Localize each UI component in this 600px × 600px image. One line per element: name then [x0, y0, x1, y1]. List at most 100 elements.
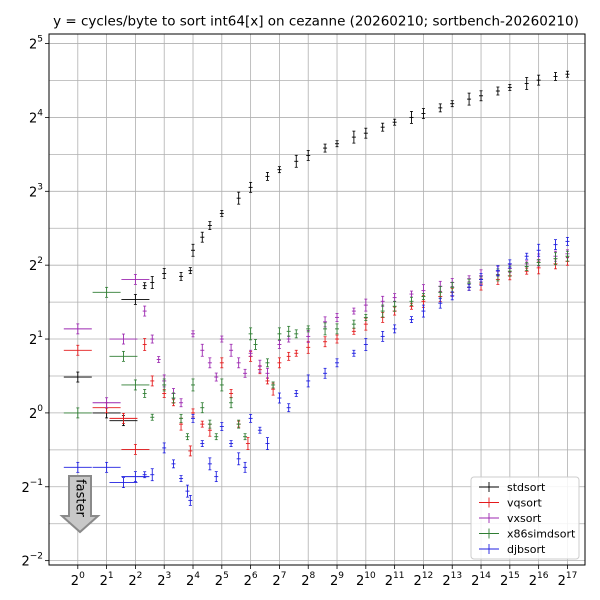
data-point	[214, 372, 219, 382]
data-point	[467, 283, 472, 291]
x-tick-base: 2	[128, 574, 136, 589]
data-point	[229, 397, 234, 409]
data-point	[150, 334, 155, 344]
x-tick-base: 2	[157, 574, 165, 589]
legend-label: vqsort	[507, 497, 542, 510]
x-tick-exponent: 4	[194, 571, 200, 581]
data-point	[335, 313, 340, 322]
x-tick-label: 210	[356, 571, 376, 589]
data-point	[179, 475, 184, 482]
x-tick-base: 2	[385, 574, 393, 589]
data-point	[380, 331, 385, 342]
data-point	[380, 304, 385, 318]
data-point	[323, 336, 328, 348]
legend-entry-vxsort: vxsort	[479, 512, 542, 525]
data-point	[185, 433, 190, 441]
data-point	[351, 307, 356, 315]
data-point	[109, 333, 138, 345]
x-tick-exponent: 2	[137, 571, 143, 581]
data-point	[409, 296, 414, 306]
x-tick-label: 27	[272, 571, 286, 589]
data-point	[214, 471, 219, 483]
x-tick-exponent: 3	[165, 571, 171, 581]
data-point	[162, 378, 167, 392]
data-point	[142, 282, 147, 290]
x-tick-label: 214	[471, 571, 491, 589]
data-point	[553, 239, 558, 251]
data-point	[236, 452, 241, 466]
y-tick-exponent: 5	[37, 35, 43, 45]
x-tick-label: 28	[301, 571, 315, 589]
data-point	[277, 340, 282, 349]
data-point	[207, 221, 212, 230]
data-point	[109, 412, 138, 424]
data-point	[380, 295, 385, 307]
x-tick-label: 211	[385, 571, 405, 589]
data-point	[92, 286, 121, 298]
data-point	[171, 392, 176, 404]
y-tick-base: 2	[29, 111, 37, 126]
data-point	[219, 378, 224, 392]
data-point	[142, 305, 147, 317]
x-tick-label: 26	[244, 571, 258, 589]
legend-label: x86simdsort	[507, 528, 576, 541]
data-point	[219, 422, 224, 431]
y-tick-label: 2−1	[21, 478, 43, 496]
y-tick-base: 2	[29, 38, 37, 53]
data-point	[306, 150, 311, 161]
data-point	[236, 357, 241, 369]
x-tick-label: 25	[215, 571, 229, 589]
data-point	[265, 367, 270, 379]
y-tick-base: 2	[21, 481, 29, 496]
data-point	[109, 350, 138, 362]
x-tick-base: 2	[356, 574, 364, 589]
data-point	[253, 339, 258, 350]
legend-entry-x86simdsort: x86simdsort	[479, 528, 576, 541]
data-point	[121, 273, 150, 285]
x-tick-exponent: 15	[508, 571, 519, 581]
data-point	[392, 118, 397, 126]
data-point	[351, 319, 356, 329]
data-point	[200, 231, 205, 243]
data-point	[248, 327, 253, 341]
series-djbsort	[63, 236, 570, 506]
data-point	[265, 171, 270, 181]
data-point	[536, 243, 541, 257]
x-tick-base: 2	[215, 574, 223, 589]
data-point	[323, 143, 328, 153]
data-point	[286, 325, 291, 337]
data-point	[294, 154, 299, 168]
y-tick-exponent: 2	[37, 256, 43, 266]
data-point	[363, 338, 368, 351]
data-point	[214, 433, 219, 441]
x-tick-label: 217	[558, 571, 578, 589]
data-point	[162, 442, 167, 454]
data-point	[179, 413, 184, 423]
x-tick-label: 20	[71, 571, 85, 589]
data-point	[236, 419, 241, 429]
data-point	[351, 130, 356, 144]
y-tick-label: 20	[29, 404, 43, 422]
data-point	[257, 359, 262, 373]
x-tick-label: 22	[128, 571, 142, 589]
data-point	[243, 368, 248, 378]
data-point	[200, 402, 205, 414]
data-point	[495, 86, 500, 96]
faster-annotation: faster	[59, 475, 101, 534]
data-point	[142, 471, 147, 479]
x-tick-base: 2	[529, 574, 537, 589]
data-point	[265, 437, 270, 450]
data-point	[121, 444, 150, 455]
data-point	[421, 108, 426, 119]
data-point	[207, 457, 212, 471]
data-point	[200, 420, 205, 428]
data-point	[450, 291, 455, 301]
data-point	[243, 433, 248, 441]
data-point	[142, 338, 147, 351]
legend-entry-vqsort: vqsort	[479, 497, 542, 510]
x-tick-exponent: 17	[566, 571, 577, 581]
data-point	[191, 243, 196, 257]
data-point	[421, 293, 426, 300]
data-point	[243, 461, 248, 473]
data-point	[277, 357, 282, 369]
